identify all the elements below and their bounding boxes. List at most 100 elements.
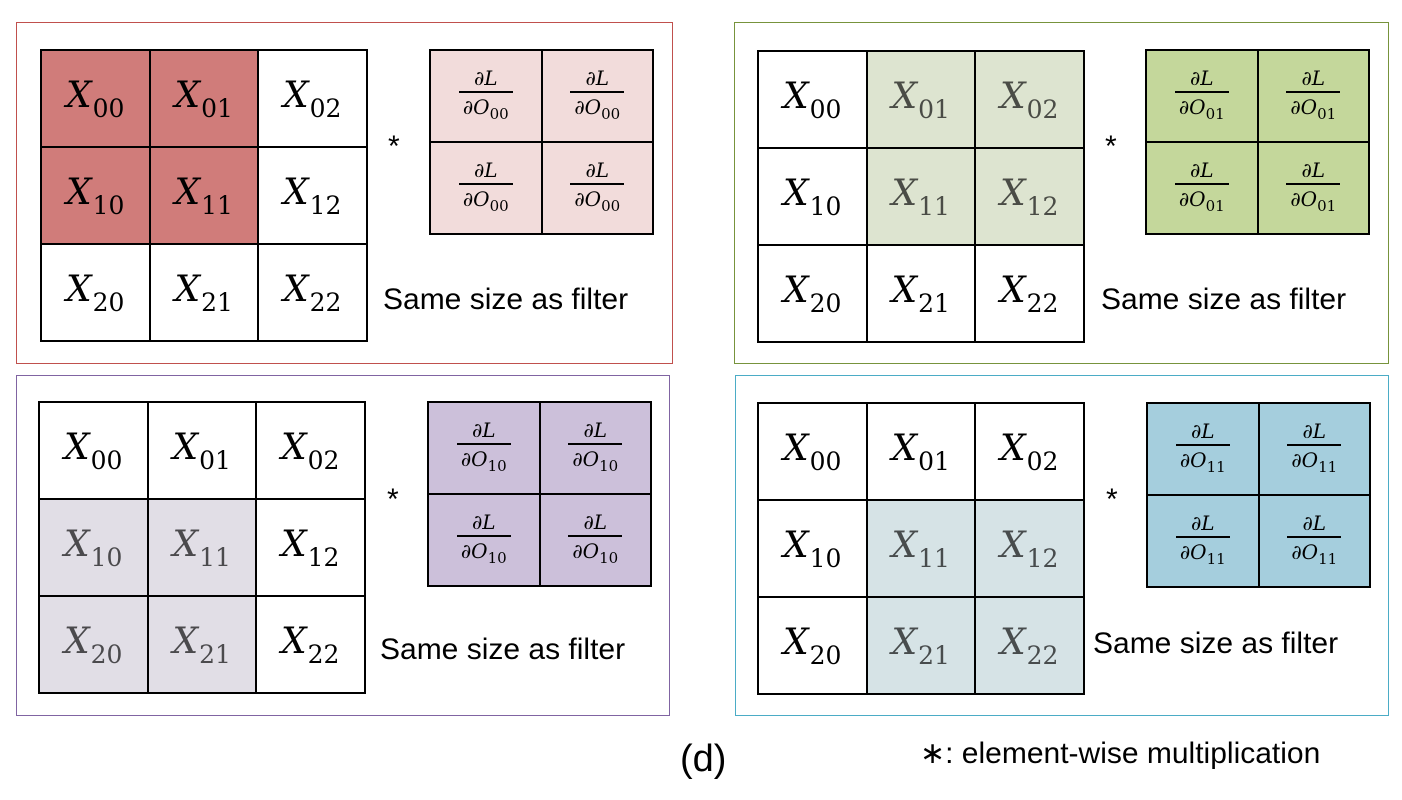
variable-subscript: 22 (307, 639, 340, 669)
variable-symbol: X (783, 172, 809, 214)
gradient-cell: ∂L ∂O00 (429, 141, 543, 235)
variable-symbol: X (283, 268, 309, 310)
gradient-fraction: ∂L ∂O01 (1286, 67, 1341, 125)
input-variable: X11 (892, 525, 950, 573)
fraction-numerator: ∂L (1189, 66, 1214, 90)
variable-subscript: 21 (918, 640, 950, 670)
input-variable: X02 (1000, 428, 1058, 476)
gradient-fraction: ∂L ∂O01 (1174, 158, 1229, 217)
input-cell-12: X12 (255, 498, 366, 597)
input-variable: X10 (783, 173, 841, 221)
fraction-denominator: ∂O01 (1286, 91, 1341, 125)
denominator-subscript: 10 (599, 457, 619, 475)
input-cell-12: X12 (974, 499, 1085, 598)
input-variable: X10 (66, 172, 124, 220)
input-variable: X01 (892, 428, 950, 476)
variable-symbol: X (66, 171, 92, 213)
variable-subscript: 01 (199, 445, 231, 475)
fraction-numerator: ∂L (1301, 158, 1326, 182)
input-variable: X00 (64, 427, 122, 475)
fraction-denominator: ∂O00 (570, 183, 625, 217)
input-variable: X22 (283, 269, 341, 317)
gradient-fraction: ∂L ∂O10 (456, 511, 511, 569)
fraction-denominator: ∂O01 (1174, 183, 1229, 217)
input-cell-22: X22 (257, 243, 368, 342)
denominator-symbol: ∂O (1291, 540, 1319, 564)
fraction-numerator: ∂L (583, 418, 608, 442)
input-cell-20: X20 (38, 595, 149, 694)
gradient-cell: ∂L ∂O10 (538, 401, 652, 495)
input-variable: X12 (281, 524, 339, 572)
variable-symbol: X (281, 620, 307, 662)
fraction-denominator: ∂O00 (570, 91, 625, 125)
gradient-cell: ∂L ∂O01 (1256, 49, 1370, 143)
variable-subscript: 02 (1026, 446, 1059, 476)
denominator-subscript: 00 (601, 197, 621, 215)
input-cell-10: X10 (40, 146, 151, 245)
input-variable: X12 (1000, 525, 1058, 573)
input-variable: X11 (892, 173, 950, 221)
denominator-subscript: 00 (489, 105, 509, 123)
fraction-numerator: ∂L (1190, 511, 1215, 535)
panel-bottom-right (735, 375, 1389, 716)
gradient-cell: ∂L ∂O11 (1146, 494, 1260, 588)
variable-subscript: 21 (918, 288, 950, 318)
fraction-numerator: ∂L (1302, 419, 1327, 443)
variable-symbol: X (64, 620, 90, 662)
input-variable: X01 (892, 76, 950, 124)
variable-symbol: X (1000, 172, 1026, 214)
same-size-note: Same size as filter (380, 633, 626, 666)
denominator-subscript: 01 (1317, 105, 1337, 123)
panel-top-left (16, 22, 673, 364)
denominator-symbol: ∂O (462, 95, 490, 119)
variable-symbol: X (174, 74, 201, 116)
variable-subscript: 20 (809, 640, 842, 670)
input-cell-11: X11 (148, 146, 259, 245)
denominator-symbol: ∂O (460, 447, 488, 471)
input-variable: X10 (783, 525, 841, 573)
variable-subscript: 00 (809, 94, 842, 124)
variable-symbol: X (891, 172, 918, 214)
fraction-numerator: ∂L (585, 66, 610, 90)
denominator-symbol: ∂O (572, 539, 600, 563)
figure-caption: (d) (680, 738, 727, 780)
input-cell-10: X10 (757, 499, 868, 598)
gradient-fraction: ∂L ∂O11 (1175, 420, 1230, 478)
variable-symbol: X (283, 171, 309, 213)
input-cell-02: X02 (974, 50, 1085, 149)
variable-symbol: X (66, 74, 92, 116)
gradient-cell: ∂L ∂O10 (427, 401, 541, 495)
fraction-numerator: ∂L (1189, 158, 1214, 182)
variable-symbol: X (891, 269, 918, 311)
input-cell-01: X01 (865, 402, 976, 501)
variable-subscript: 21 (201, 287, 233, 317)
fraction-numerator: ∂L (583, 510, 608, 534)
input-cell-21: X21 (865, 244, 976, 343)
input-variable: X10 (64, 524, 122, 572)
variable-subscript: 00 (92, 93, 125, 123)
variable-symbol: X (281, 426, 307, 468)
fraction-denominator: ∂O10 (456, 443, 511, 477)
input-variable: X22 (1000, 622, 1058, 670)
variable-symbol: X (281, 523, 307, 565)
variable-subscript: 20 (92, 287, 125, 317)
input-cell-22: X22 (974, 244, 1085, 343)
legend: ∗: element-wise multiplication (920, 736, 1320, 771)
gradient-cell: ∂L ∂O00 (540, 141, 654, 235)
input-cell-22: X22 (974, 596, 1085, 695)
gradient-cell: ∂L ∂O00 (429, 49, 543, 143)
denominator-subscript: 11 (1318, 458, 1338, 476)
variable-symbol: X (891, 621, 918, 663)
variable-symbol: X (1000, 621, 1026, 663)
input-cell-11: X11 (865, 499, 976, 598)
gradient-cell: ∂L ∂O11 (1146, 402, 1260, 496)
variable-symbol: X (783, 621, 809, 663)
input-cell-01: X01 (865, 50, 976, 149)
gradient-cell: ∂L ∂O10 (538, 493, 652, 587)
variable-symbol: X (172, 523, 199, 565)
variable-subscript: 10 (809, 191, 842, 221)
input-variable: X21 (892, 622, 950, 670)
input-variable: X02 (283, 75, 341, 123)
input-variable: X22 (1000, 270, 1058, 318)
input-cell-02: X02 (255, 401, 366, 500)
